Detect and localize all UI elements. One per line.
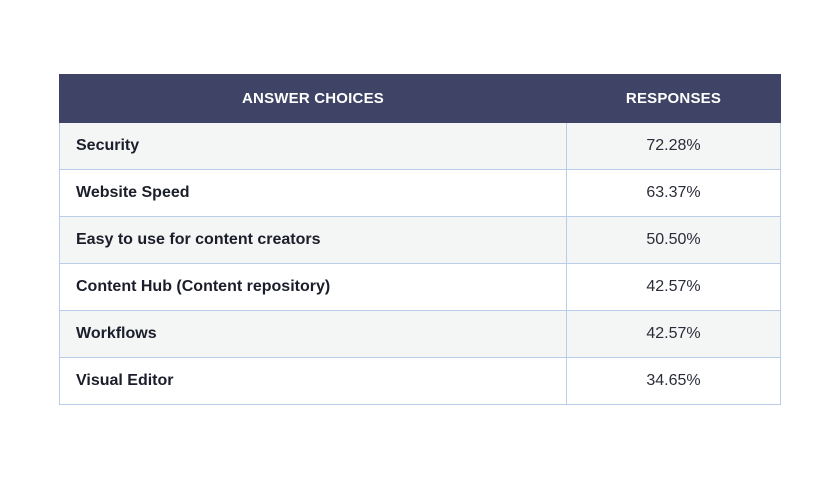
table-body: Security 72.28% Website Speed 63.37% Eas… xyxy=(59,122,781,405)
table-row: Visual Editor 34.65% xyxy=(59,357,781,405)
table-row: Content Hub (Content repository) 42.57% xyxy=(59,263,781,311)
answer-choice-cell: Content Hub (Content repository) xyxy=(59,263,567,311)
responses-header: RESPONSES xyxy=(566,74,781,123)
survey-results-table: ANSWER CHOICES RESPONSES Security 72.28%… xyxy=(59,74,781,405)
table-row: Workflows 42.57% xyxy=(59,310,781,358)
table-row: Security 72.28% xyxy=(59,122,781,170)
response-percent-cell: 72.28% xyxy=(566,122,781,170)
table-row: Easy to use for content creators 50.50% xyxy=(59,216,781,264)
header-row: ANSWER CHOICES RESPONSES xyxy=(59,74,781,123)
table-header: ANSWER CHOICES RESPONSES xyxy=(59,74,781,123)
table-row: Website Speed 63.37% xyxy=(59,169,781,217)
response-percent-cell: 50.50% xyxy=(566,216,781,264)
response-percent-cell: 34.65% xyxy=(566,357,781,405)
answer-choice-cell: Visual Editor xyxy=(59,357,567,405)
response-percent-cell: 63.37% xyxy=(566,169,781,217)
answer-choice-cell: Easy to use for content creators xyxy=(59,216,567,264)
answer-choice-cell: Security xyxy=(59,122,567,170)
answer-choices-header: ANSWER CHOICES xyxy=(59,74,567,123)
answer-choice-cell: Website Speed xyxy=(59,169,567,217)
response-percent-cell: 42.57% xyxy=(566,263,781,311)
response-percent-cell: 42.57% xyxy=(566,310,781,358)
answer-choice-cell: Workflows xyxy=(59,310,567,358)
